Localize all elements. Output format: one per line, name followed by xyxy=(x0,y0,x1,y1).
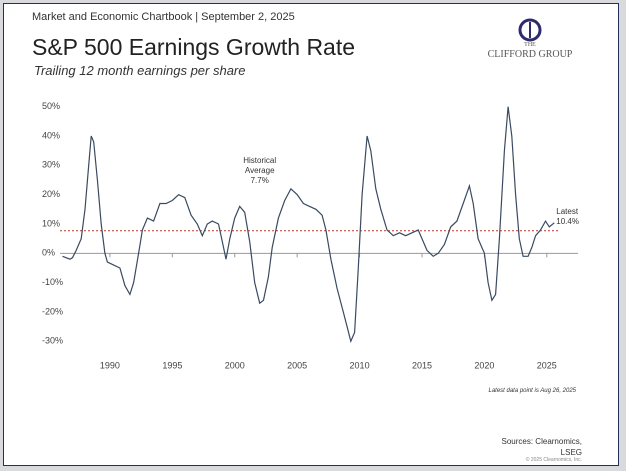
x-tick-label: 2000 xyxy=(225,360,245,370)
latest-label: Latest xyxy=(556,206,579,216)
x-tick-label: 2025 xyxy=(537,360,557,370)
y-tick-label: 40% xyxy=(42,130,60,140)
y-tick-label: 30% xyxy=(42,160,60,170)
x-tick-label: 2015 xyxy=(412,360,432,370)
chart-title: S&P 500 Earnings Growth Rate xyxy=(32,34,356,60)
average-annotation: Historical Average 7.7% xyxy=(235,156,285,186)
x-tick-label: 1995 xyxy=(162,360,182,370)
sources: Sources: Clearnomics, LSEG xyxy=(501,437,582,457)
note: Latest data point is Aug 26, 2025 xyxy=(488,388,576,394)
x-tick-label: 2005 xyxy=(287,360,307,370)
y-tick-label: 10% xyxy=(42,218,60,228)
average-value: 7.7% xyxy=(250,175,269,185)
y-tick-label: 20% xyxy=(42,189,60,199)
x-tick-label: 1990 xyxy=(100,360,120,370)
y-tick-label: -20% xyxy=(42,306,63,316)
latest-value: 10.4% xyxy=(556,216,579,226)
copyright: © 2025 Clearnomics, Inc. xyxy=(525,457,582,463)
y-tick-label: 0% xyxy=(42,248,55,258)
average-label: Historical Average xyxy=(243,155,277,175)
logo-mark xyxy=(518,18,542,42)
series-line xyxy=(62,106,555,344)
y-tick-label: -10% xyxy=(42,277,63,287)
x-tick-label: 2010 xyxy=(350,360,370,370)
y-tick-label: 50% xyxy=(42,101,60,111)
header: Market and Economic Chartbook | Septembe… xyxy=(32,11,295,23)
chart-subtitle: Trailing 12 month earnings per share xyxy=(34,63,246,78)
y-tick-label: -30% xyxy=(42,336,63,346)
latest-annotation: Latest 10.4% xyxy=(556,207,579,227)
logo-the: THE xyxy=(524,42,536,48)
card xyxy=(3,3,619,466)
logo-name: CLIFFORD GROUP xyxy=(487,49,573,60)
x-tick-label: 2020 xyxy=(474,360,494,370)
